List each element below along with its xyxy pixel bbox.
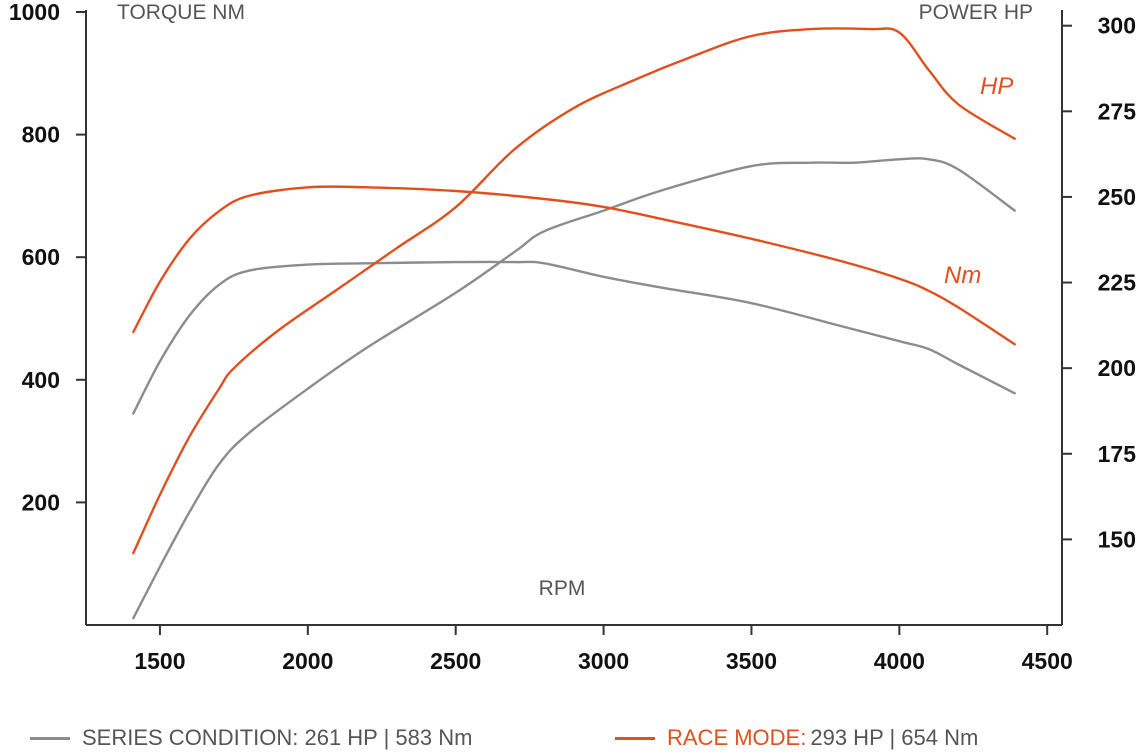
left-axis-title: TORQUE NM: [117, 1, 245, 24]
y-left-tick-label: 400: [22, 367, 60, 393]
x-tick-label: 3500: [726, 648, 777, 674]
x-tick-label: 1500: [134, 648, 185, 674]
power-torque-chart: 1500 2000 2500 3000 3500 4000 4500 200 400 600 800…: [9, 0, 1136, 674]
series-line-series-condition-torque: [132, 260, 1016, 415]
x-axis-title: RPM: [539, 577, 586, 600]
y-right-tick-label: 300: [1098, 13, 1136, 39]
x-tick-label: 2500: [430, 648, 481, 674]
y-right-tick-label: 150: [1098, 526, 1136, 552]
series-line-race-mode-torque: [132, 185, 1016, 346]
legend-swatch-series: [30, 736, 70, 740]
legend-label-race: 293 HP | 654 Nm: [810, 725, 979, 750]
y-right-tick-label: 225: [1098, 270, 1136, 296]
right-axis-title: POWER HP: [919, 1, 1033, 24]
y-left-tick-label: 600: [22, 244, 60, 270]
x-tick-label: 3000: [578, 648, 629, 674]
series-line-series-condition-power: [132, 157, 1016, 620]
y-right-tick-label: 175: [1098, 441, 1136, 467]
y-right-tick-label: 250: [1098, 184, 1136, 210]
y-right-tick-label: 200: [1098, 355, 1136, 381]
legend-series-condition: SERIES CONDITION: 261 HP | 583 Nm: [30, 722, 472, 754]
x-tick-label: 2000: [282, 648, 333, 674]
legend-swatch-race: [615, 736, 655, 740]
series-layer: [132, 27, 1016, 620]
nm-inline-label: Nm: [944, 262, 981, 289]
y-left-tick-label: 200: [22, 489, 60, 515]
chart-axes: 1500 2000 2500 3000 3500 4000 4500 200 400 600 800…: [9, 0, 1136, 674]
legend-race-mode: RACE MODE: 293 HP | 654 Nm: [615, 722, 978, 754]
y-left-tick-label: 1000: [9, 0, 60, 25]
series-line-race-mode-power: [132, 27, 1016, 555]
hp-inline-label: HP: [980, 73, 1013, 100]
legend-label-race-accent: RACE MODE:: [667, 725, 807, 750]
y-left-tick-label: 800: [22, 122, 60, 148]
legend-label-series: SERIES CONDITION: 261 HP | 583 Nm: [82, 725, 473, 750]
y-right-tick-label: 275: [1098, 98, 1136, 124]
x-tick-label: 4500: [1022, 648, 1073, 674]
x-tick-label: 4000: [874, 648, 925, 674]
